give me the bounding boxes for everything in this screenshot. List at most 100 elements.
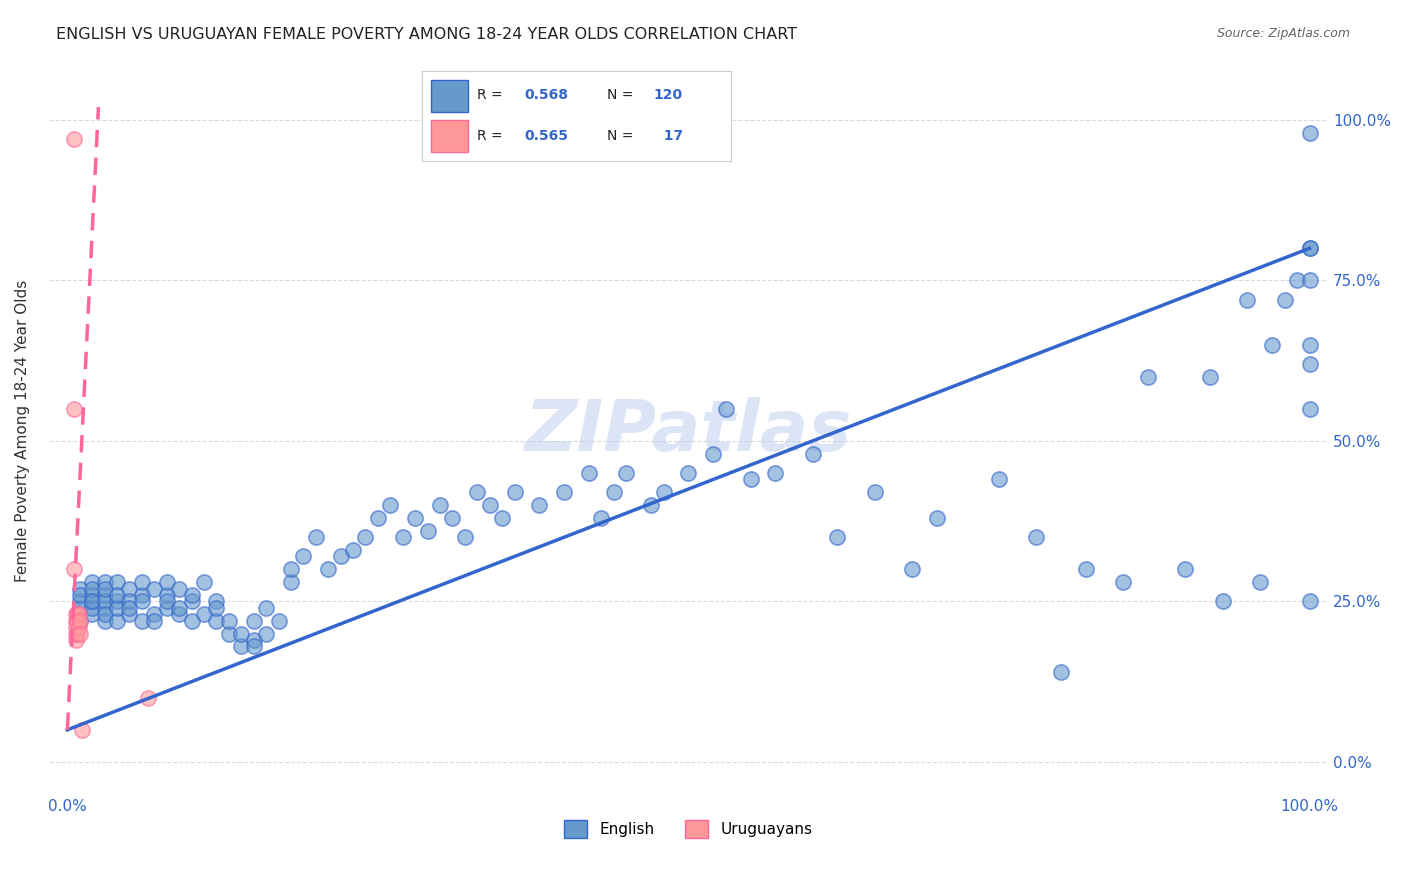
English: [316, 562, 339, 576]
English: [1112, 575, 1135, 590]
Uruguayans: [66, 607, 89, 622]
English: [827, 530, 849, 544]
English: [218, 626, 240, 640]
English: [82, 575, 104, 590]
English: [82, 582, 104, 596]
English: [69, 588, 91, 602]
English: [901, 562, 924, 576]
English: [1236, 293, 1258, 307]
English: [801, 447, 824, 461]
English: [231, 626, 253, 640]
English: [242, 614, 264, 628]
English: [82, 607, 104, 622]
English: [1298, 401, 1320, 416]
English: [118, 582, 141, 596]
English: [1298, 337, 1320, 351]
English: [131, 575, 153, 590]
English: [69, 594, 91, 608]
Uruguayans: [65, 614, 87, 628]
English: [93, 594, 115, 608]
English: [167, 582, 190, 596]
English: [391, 530, 413, 544]
Text: 120: 120: [654, 88, 683, 103]
Text: R =: R =: [478, 128, 508, 143]
English: [93, 588, 115, 602]
English: [1050, 665, 1073, 679]
English: [1174, 562, 1197, 576]
English: [1249, 575, 1271, 590]
English: [131, 594, 153, 608]
English: [118, 600, 141, 615]
English: [93, 614, 115, 628]
English: [441, 511, 464, 525]
Uruguayans: [66, 626, 89, 640]
English: [105, 588, 128, 602]
Text: 17: 17: [654, 128, 683, 143]
English: [156, 600, 179, 615]
English: [305, 530, 328, 544]
Y-axis label: Female Poverty Among 18-24 Year Olds: Female Poverty Among 18-24 Year Olds: [15, 280, 30, 582]
Text: 0.568: 0.568: [524, 88, 568, 103]
English: [863, 485, 886, 500]
English: [367, 511, 389, 525]
Uruguayans: [62, 562, 84, 576]
Uruguayans: [69, 614, 91, 628]
English: [93, 582, 115, 596]
English: [69, 614, 91, 628]
English: [193, 607, 215, 622]
English: [1298, 594, 1320, 608]
English: [1274, 293, 1296, 307]
English: [429, 498, 451, 512]
English: [454, 530, 477, 544]
Text: Source: ZipAtlas.com: Source: ZipAtlas.com: [1216, 27, 1350, 40]
English: [167, 607, 190, 622]
English: [205, 594, 228, 608]
English: [1261, 337, 1284, 351]
English: [714, 401, 737, 416]
English: [292, 549, 315, 564]
English: [1298, 241, 1320, 255]
English: [156, 575, 179, 590]
English: [82, 594, 104, 608]
English: [242, 632, 264, 647]
Legend: English, Uruguayans: English, Uruguayans: [558, 814, 818, 845]
English: [254, 626, 277, 640]
English: [131, 614, 153, 628]
English: [205, 600, 228, 615]
Uruguayans: [66, 614, 89, 628]
English: [254, 600, 277, 615]
English: [578, 466, 600, 480]
English: [329, 549, 352, 564]
English: [218, 614, 240, 628]
English: [93, 575, 115, 590]
English: [478, 498, 501, 512]
English: [280, 575, 302, 590]
English: [591, 511, 613, 525]
English: [105, 594, 128, 608]
English: [242, 640, 264, 654]
English: [156, 588, 179, 602]
English: [105, 614, 128, 628]
English: [652, 485, 675, 500]
English: [925, 511, 948, 525]
Uruguayans: [62, 132, 84, 146]
English: [105, 600, 128, 615]
English: [143, 614, 166, 628]
English: [702, 447, 724, 461]
Uruguayans: [136, 690, 159, 705]
English: [180, 588, 202, 602]
English: [205, 614, 228, 628]
English: [69, 582, 91, 596]
English: [180, 614, 202, 628]
English: [678, 466, 700, 480]
English: [93, 600, 115, 615]
English: [640, 498, 662, 512]
English: [267, 614, 290, 628]
Uruguayans: [67, 607, 90, 622]
English: [280, 562, 302, 576]
English: [180, 594, 202, 608]
English: [69, 600, 91, 615]
FancyBboxPatch shape: [432, 120, 468, 152]
English: [1025, 530, 1047, 544]
Uruguayans: [72, 723, 94, 737]
